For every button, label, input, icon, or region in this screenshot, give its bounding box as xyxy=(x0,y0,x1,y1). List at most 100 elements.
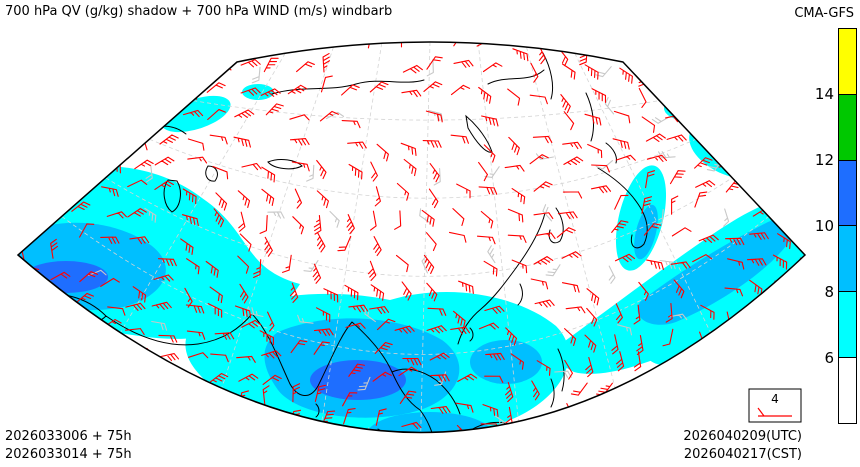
wind-barb xyxy=(401,281,412,301)
wind-barb xyxy=(801,405,805,419)
wind-barb xyxy=(804,116,823,131)
wind-barb xyxy=(75,292,94,304)
wind-barb xyxy=(132,445,151,458)
wind-barb xyxy=(187,156,208,164)
wind-barb xyxy=(156,412,170,428)
wind-barb xyxy=(179,55,198,68)
wind-barb xyxy=(484,305,505,314)
wind-barb xyxy=(309,42,317,45)
wind-barb xyxy=(450,84,471,96)
wind-barb xyxy=(478,86,492,104)
wind-barb xyxy=(18,295,33,310)
wind-barb xyxy=(431,448,450,460)
wind-barb xyxy=(158,334,178,343)
wind-barb xyxy=(362,427,370,433)
wind-barb xyxy=(533,181,553,192)
wind-barb xyxy=(209,134,228,145)
wind-barb xyxy=(348,304,369,313)
wind-barb xyxy=(345,322,366,329)
wind-barb xyxy=(638,453,655,467)
wind-barb xyxy=(369,81,389,93)
wind-barb xyxy=(506,423,515,433)
wind-barb xyxy=(100,402,120,410)
wind-barb xyxy=(687,376,698,395)
wind-barb xyxy=(563,111,575,131)
wind-barb xyxy=(746,258,767,266)
wind-barb xyxy=(21,139,34,157)
wind-barb xyxy=(552,415,565,430)
wind-barb xyxy=(781,140,799,152)
wind-barb xyxy=(654,61,673,70)
wind-barb xyxy=(207,109,226,121)
wind-barb xyxy=(260,88,281,97)
wind-barb xyxy=(213,391,231,404)
wind-barb xyxy=(237,190,251,209)
wind-barb xyxy=(376,143,389,162)
wind-barb xyxy=(587,143,603,159)
wind-barb xyxy=(133,113,152,126)
wind-barb xyxy=(233,136,251,148)
wind-barb xyxy=(564,328,577,347)
wind-barb xyxy=(669,71,677,92)
colorbar-segment xyxy=(838,225,857,293)
wind-barb xyxy=(426,56,443,70)
wind-barb xyxy=(534,299,555,308)
wind-barb xyxy=(595,66,612,78)
wind-barb xyxy=(99,42,113,58)
wind-barb xyxy=(182,109,204,118)
wind-barb xyxy=(712,65,722,84)
wind-barb xyxy=(584,113,602,126)
wind-barb xyxy=(453,59,474,68)
wind-barb xyxy=(659,259,676,270)
wind-barb xyxy=(562,191,583,199)
wind-barb xyxy=(507,234,527,243)
wind-barb xyxy=(661,417,669,433)
wind-barb xyxy=(396,182,410,201)
wind-barb xyxy=(209,286,223,304)
wind-barb xyxy=(322,52,331,73)
wind-barb xyxy=(71,168,83,183)
wind-barb xyxy=(215,192,228,211)
wind-barb xyxy=(590,185,612,194)
wind-barb xyxy=(777,233,791,250)
wind-barb xyxy=(289,282,299,303)
wind-barb xyxy=(133,375,153,383)
wind-barb xyxy=(429,163,440,183)
wind-barb xyxy=(751,180,772,189)
wind-barb xyxy=(529,94,548,105)
wind-barb xyxy=(564,359,573,380)
wind-barb xyxy=(263,57,279,73)
wind-barb xyxy=(346,214,355,235)
wind-barb xyxy=(238,373,259,382)
wind-barb xyxy=(772,94,789,108)
wind-barb xyxy=(646,259,664,271)
wind-barb xyxy=(455,402,474,413)
wind-barb xyxy=(671,227,692,237)
wind-barb xyxy=(749,279,763,297)
wind-barb xyxy=(643,223,662,236)
wind-barb xyxy=(631,380,646,396)
wind-barb xyxy=(373,236,382,257)
wind-barb xyxy=(658,383,670,401)
wind-barb xyxy=(267,409,280,427)
wind-barb xyxy=(536,449,555,463)
wind-barb xyxy=(395,254,409,273)
wind-barb xyxy=(485,352,505,361)
wind-barb xyxy=(376,318,396,331)
wind-barb xyxy=(70,68,84,87)
wind-barb xyxy=(587,406,597,427)
wind-barb xyxy=(153,274,174,282)
wind-barb xyxy=(614,194,629,210)
qv-shade-region xyxy=(634,204,658,260)
wind-barb xyxy=(561,251,582,259)
map-boundary xyxy=(16,41,807,434)
wind-barb xyxy=(697,126,716,139)
wind-barb xyxy=(103,87,113,108)
wind-barb xyxy=(266,42,285,49)
graticule-meridian xyxy=(120,53,286,333)
wind-barb xyxy=(533,212,554,220)
graticule-parallel xyxy=(61,216,769,355)
wind-barb xyxy=(711,42,723,58)
wind-barb xyxy=(76,103,92,116)
colorbar-segment xyxy=(838,291,857,359)
